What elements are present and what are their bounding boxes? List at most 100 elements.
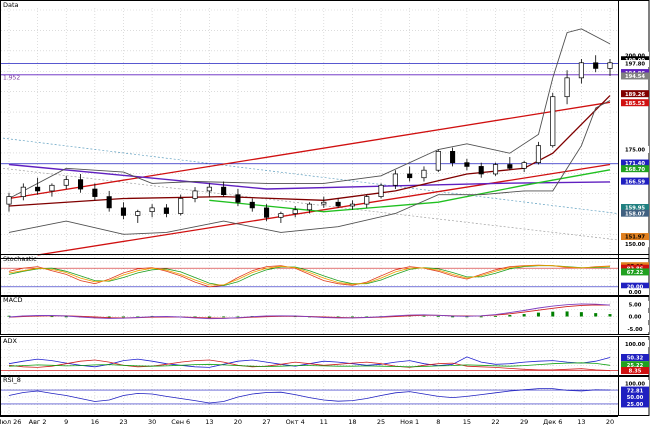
stochastic-series-line-0	[8, 264, 611, 288]
x-tick-label: 8	[436, 418, 440, 426]
value-label-box	[621, 72, 649, 80]
value-label: 0.00	[629, 315, 642, 321]
value-label-box	[621, 240, 649, 248]
candle-body	[378, 184, 384, 197]
value-label-box	[621, 300, 649, 308]
value-label: 166.59	[625, 179, 645, 185]
macd-histogram-bar	[494, 316, 498, 317]
candle-body	[564, 77, 570, 98]
macd-histogram-bar	[50, 316, 54, 318]
candle-body	[607, 62, 613, 69]
value-label: 185.53	[625, 101, 645, 107]
macd-histogram-bar	[336, 316, 340, 318]
moving-average-mid	[209, 169, 611, 213]
panel-title-price: Data	[3, 1, 19, 9]
adx-series-line-2	[8, 362, 611, 368]
candle-body	[306, 203, 313, 211]
value-label: 150.00	[625, 242, 645, 248]
x-tick-label: 20	[606, 418, 614, 426]
macd-histogram-bar	[64, 316, 68, 318]
x-tick-label: 15	[463, 418, 471, 426]
candle-body	[435, 150, 441, 171]
bollinger-upper	[8, 28, 611, 199]
macd-histogram-bar	[236, 316, 240, 318]
value-label: 151.97	[625, 235, 645, 241]
x-tick-label: 23	[119, 418, 127, 426]
candle-body	[478, 166, 484, 175]
panel-title-stochastic: Stochastic	[3, 255, 37, 263]
macd-histogram-bar	[7, 315, 11, 317]
candle-body	[407, 173, 413, 179]
horizontal-gridlines	[1, 301, 618, 332]
value-label: 159.95	[625, 206, 645, 212]
bollinger-lower	[8, 100, 611, 235]
macd-histogram-bar	[522, 314, 526, 317]
macd-histogram-bar	[193, 316, 197, 318]
macd-histogram-bar	[594, 313, 598, 317]
macd-histogram-bar	[479, 316, 483, 318]
x-tick-label: 22	[491, 418, 499, 426]
value-label: 25.22	[627, 363, 644, 369]
candle-body	[278, 213, 284, 218]
macd-histogram-bar	[422, 315, 426, 317]
vertical-gridlines	[8, 344, 611, 376]
panel-title-rsi: RSI_8	[3, 376, 21, 384]
macd-histogram-bar	[465, 316, 469, 318]
candle-body	[149, 207, 155, 213]
macd-histogram-bar	[536, 312, 540, 317]
value-label-box	[621, 145, 649, 153]
candle-body	[450, 150, 456, 164]
candle-body	[550, 96, 556, 147]
value-label-box	[621, 60, 649, 68]
candle-body	[192, 190, 198, 199]
value-label-box	[621, 99, 649, 107]
x-tick-label: 13	[577, 418, 585, 426]
macd-histogram-bar	[136, 316, 140, 318]
value-label-box	[621, 313, 649, 320]
x-tick-label: Дек 6	[543, 418, 562, 426]
value-label-box	[621, 264, 649, 272]
x-tick-label: 11	[320, 418, 328, 426]
value-label: 100.00	[625, 382, 645, 388]
candle-body	[221, 186, 227, 196]
macd-line	[8, 303, 611, 320]
candle-body	[135, 211, 141, 216]
macd-histogram-bar	[207, 316, 211, 318]
candle-body	[535, 145, 542, 164]
axis-frame	[618, 0, 650, 259]
value-label: 50.32	[627, 356, 644, 362]
x-tick-label: Авг 2	[29, 418, 47, 426]
value-label-box	[621, 177, 649, 185]
value-label: 194.54	[625, 74, 645, 80]
value-label: 100.00	[625, 342, 645, 348]
value-label-box	[621, 380, 649, 387]
value-label: 0.00	[629, 290, 642, 296]
macd-histogram-bar	[608, 314, 612, 317]
adx-series-line-1	[8, 359, 611, 371]
channel-upper-line	[8, 101, 611, 200]
value-label-box	[621, 361, 649, 369]
candle-body	[106, 196, 112, 209]
value-label-box	[621, 393, 649, 401]
candle-body	[35, 186, 41, 192]
macd-histogram-bar	[451, 316, 455, 318]
panel-macd: MACD 5.00 0.00 -5.00	[0, 295, 650, 335]
macd-histogram-bar	[579, 312, 583, 317]
value-label: 175.00	[625, 148, 645, 154]
value-label: 8.35	[629, 369, 642, 375]
candle-body	[321, 201, 327, 205]
channel-lower-line	[37, 163, 611, 256]
value-label: 168.70	[625, 167, 645, 173]
value-label-box	[621, 51, 649, 59]
rsi-series-line-0	[8, 388, 611, 404]
value-label: 20.00	[627, 284, 644, 290]
panel-price: Data1.952200.00199.00197.80194.86194.541…	[0, 0, 650, 259]
macd-histogram-bar	[222, 316, 226, 318]
value-label-box	[621, 233, 649, 241]
value-label-box	[621, 56, 649, 64]
x-tick-label: 25	[377, 418, 385, 426]
